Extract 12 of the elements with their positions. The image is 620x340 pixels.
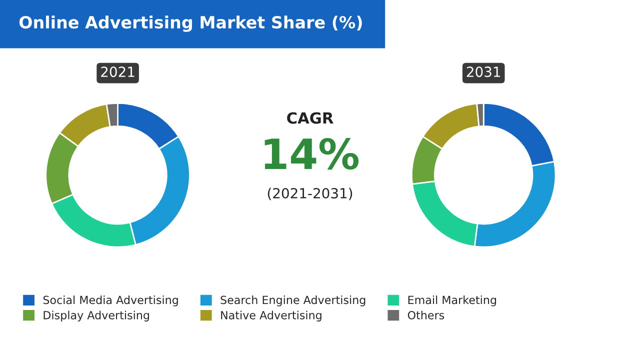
chart-title: 2031	[466, 66, 500, 78]
legend-label: Others	[408, 310, 444, 320]
legend-label: Display Advertising	[44, 310, 149, 322]
legend-label: Email Marketing	[408, 296, 496, 306]
text: Online Advertising Market Share (%)	[19, 16, 362, 32]
legend-label: Native Advertising	[221, 310, 322, 322]
legend-label: Search Engine Advertising	[220, 296, 366, 306]
chart-title: 2021	[101, 66, 134, 78]
text: CAGR	[287, 112, 334, 124]
text: (2021-2031)	[268, 188, 352, 200]
legend-label: Social Media Advertising	[43, 296, 178, 306]
text: 14%	[264, 138, 359, 170]
